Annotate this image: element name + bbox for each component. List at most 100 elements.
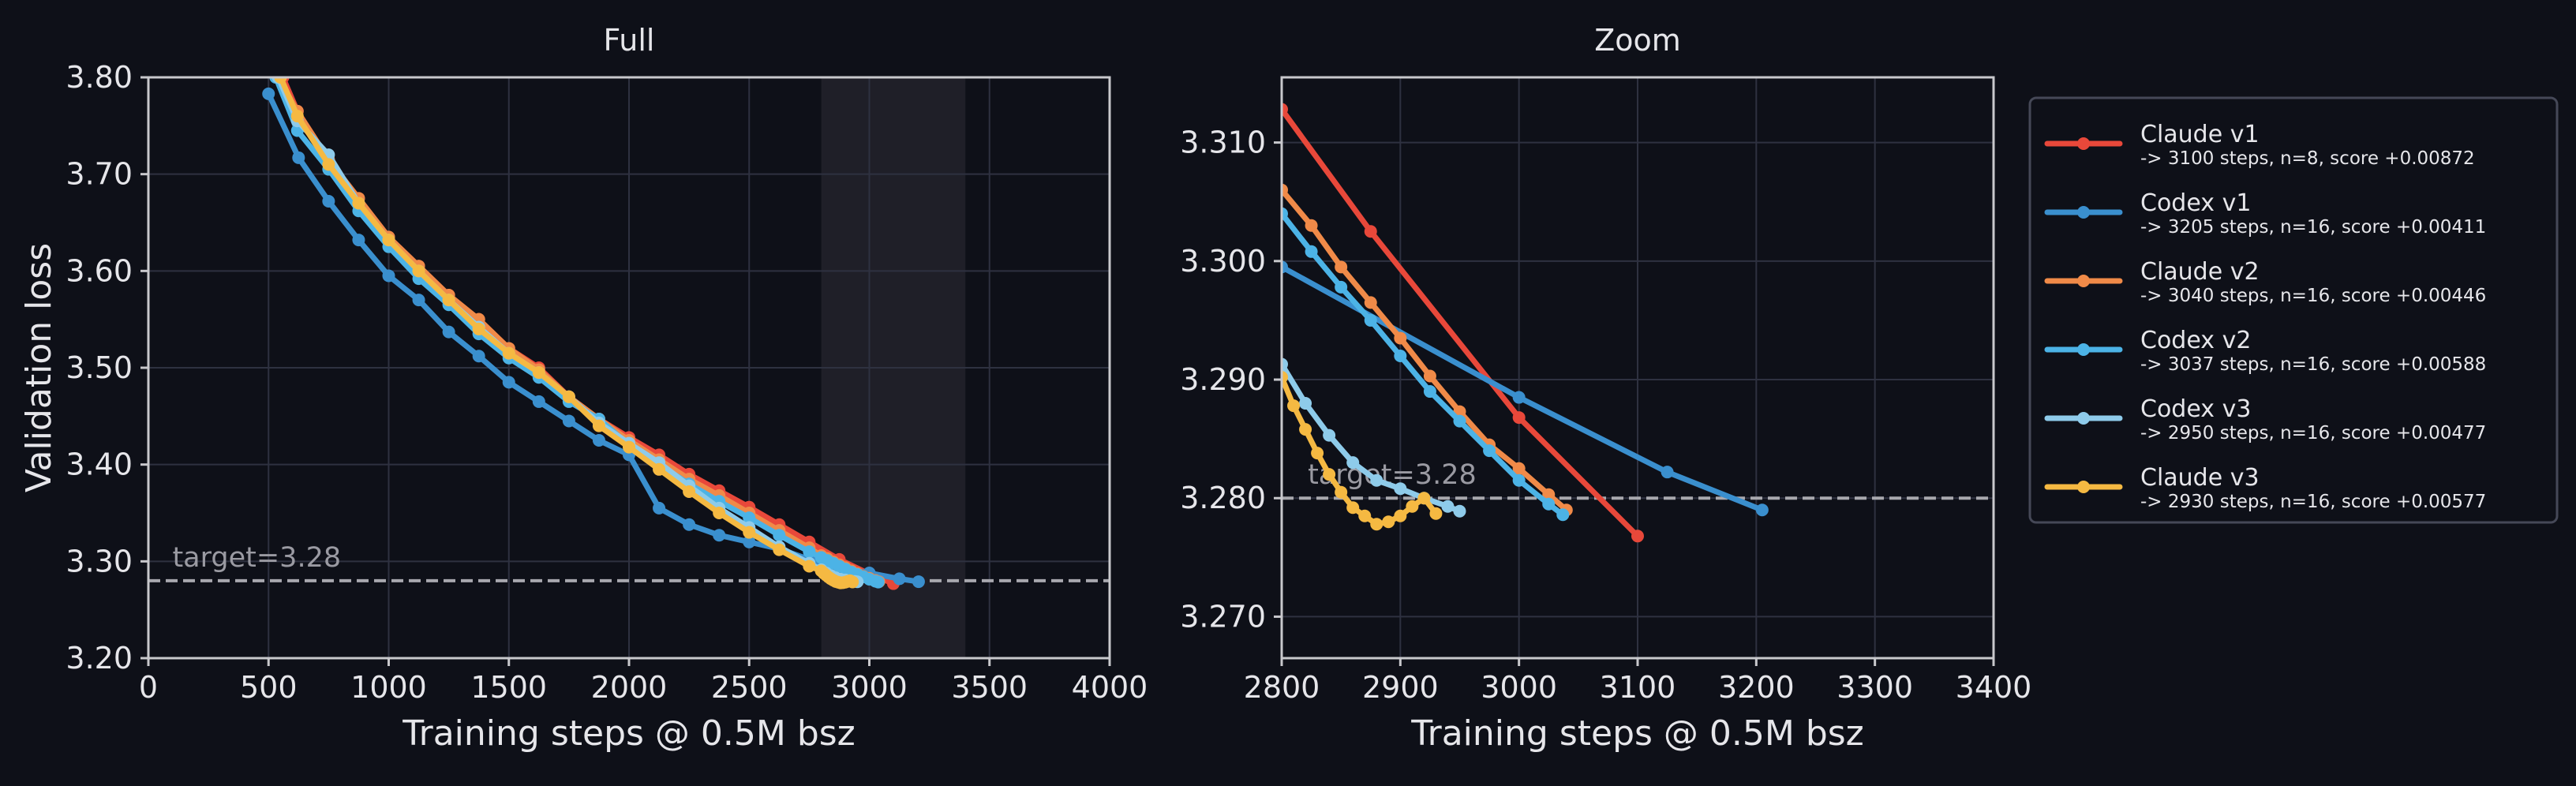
full-x-tick-label: 0 xyxy=(139,670,158,705)
legend-entry-name: Claude v3 xyxy=(2140,464,2260,492)
full-point-codex-v1 xyxy=(442,325,455,339)
full-point-codex-v1 xyxy=(352,234,365,247)
full-point-claude-v3 xyxy=(623,440,635,454)
zoom-point-claude-v2 xyxy=(1423,369,1436,383)
legend-swatch-marker xyxy=(2077,481,2090,493)
full-point-claude-v3 xyxy=(382,234,395,247)
full-y-tick-label: 3.50 xyxy=(66,350,133,385)
legend-entry-detail: -> 3100 steps, n=8, score +0.00872 xyxy=(2140,148,2475,169)
full-point-codex-v1 xyxy=(743,535,756,548)
full-y-tick-label: 3.70 xyxy=(66,157,133,192)
zoom-y-tick-label: 3.290 xyxy=(1180,362,1266,397)
zoom-panel-y-ticks: 3.270 3.280 3.290 3.300 3.310 xyxy=(1180,125,1282,634)
zoom-x-tick-label: 3100 xyxy=(1600,670,1676,705)
zoom-point-codex-v3 xyxy=(1299,397,1312,410)
legend-entry-name: Codex v3 xyxy=(2140,395,2251,423)
zoom-series-line-claude-v1 xyxy=(1282,107,1641,539)
full-panel-series xyxy=(262,77,925,590)
full-point-claude-v3 xyxy=(592,419,605,432)
full-point-codex-v2 xyxy=(803,545,816,559)
full-x-tick-label: 1500 xyxy=(470,670,547,705)
zoom-point-claude-v3 xyxy=(1311,447,1324,460)
full-point-codex-v1 xyxy=(653,501,666,515)
full-point-claude-v3 xyxy=(472,322,485,335)
full-point-claude-v3 xyxy=(442,294,455,307)
full-point-claude-v3 xyxy=(562,390,575,403)
zoom-panel: target=3.28 2800 2900 3000 3100 3200 3300 3400… xyxy=(1180,23,2031,754)
full-y-tick-label: 3.60 xyxy=(66,253,133,288)
zoom-panel-series xyxy=(1282,103,1769,543)
full-point-codex-v2 xyxy=(871,575,885,589)
full-y-tick-label: 3.80 xyxy=(66,60,133,95)
zoom-point-codex-v2 xyxy=(1453,414,1466,428)
zoom-point-claude-v3 xyxy=(1394,509,1407,522)
legend-swatch-marker xyxy=(2077,275,2090,287)
full-x-tick-label: 1000 xyxy=(350,670,427,705)
legend-entry-detail: -> 3040 steps, n=16, score +0.00446 xyxy=(2140,286,2486,306)
legend-entry-detail: -> 3205 steps, n=16, score +0.00411 xyxy=(2140,217,2486,238)
full-point-claude-v3 xyxy=(846,575,859,589)
full-point-codex-v1 xyxy=(292,151,305,164)
legend-box xyxy=(2028,96,2559,524)
zoom-point-claude-v3 xyxy=(1382,515,1395,529)
full-panel: target=3.28 0 500 1000 1500 2000 2500 3000 3500… xyxy=(19,23,1148,754)
zoom-point-codex-v1 xyxy=(1661,466,1674,479)
zoom-point-claude-v1 xyxy=(1512,411,1526,425)
zoom-point-claude-v1 xyxy=(1631,530,1644,543)
zoom-point-claude-v3 xyxy=(1346,501,1360,515)
full-point-codex-v1 xyxy=(683,518,696,531)
zoom-point-claude-v2 xyxy=(1512,462,1526,475)
zoom-point-codex-v2 xyxy=(1364,313,1377,327)
full-point-codex-v1 xyxy=(472,350,485,363)
zoom-point-claude-v3 xyxy=(1323,468,1336,481)
full-y-tick-label: 3.40 xyxy=(66,447,133,482)
full-point-claude-v3 xyxy=(412,264,425,278)
full-panel-target-label: target=3.28 xyxy=(172,542,341,574)
zoom-point-codex-v2 xyxy=(1305,245,1318,258)
zoom-point-claude-v3 xyxy=(1282,371,1288,384)
zoom-y-tick-label: 3.280 xyxy=(1180,481,1266,515)
full-point-codex-v1 xyxy=(382,269,395,283)
full-panel-x-axis-label: Training steps @ 0.5M bsz xyxy=(402,713,856,754)
full-point-codex-v1 xyxy=(562,414,575,428)
full-point-claude-v3 xyxy=(683,485,696,499)
full-y-tick-label: 3.30 xyxy=(66,544,133,578)
full-point-codex-v1 xyxy=(532,395,545,408)
zoom-x-tick-label: 2900 xyxy=(1362,670,1439,705)
full-point-claude-v3 xyxy=(743,526,756,539)
zoom-point-claude-v2 xyxy=(1335,260,1348,274)
full-point-codex-v1 xyxy=(912,575,925,589)
legend-entry-detail: -> 2950 steps, n=16, score +0.00477 xyxy=(2140,423,2486,444)
full-point-codex-v1 xyxy=(592,434,605,447)
zoom-point-codex-v3 xyxy=(1453,504,1466,518)
legend-entry-name: Claude v1 xyxy=(2140,121,2260,148)
full-point-claude-v3 xyxy=(274,77,287,84)
zoom-point-claude-v2 xyxy=(1305,219,1318,232)
full-point-claude-v3 xyxy=(803,560,816,573)
full-point-claude-v3 xyxy=(653,462,666,476)
full-point-codex-v2 xyxy=(743,511,756,525)
zoom-point-claude-v3 xyxy=(1429,507,1443,520)
full-point-claude-v3 xyxy=(322,158,335,171)
full-point-claude-v3 xyxy=(352,196,365,210)
zoom-x-tick-label: 3200 xyxy=(1718,670,1795,705)
full-point-claude-v3 xyxy=(502,346,515,360)
zoom-point-claude-v2 xyxy=(1364,296,1377,309)
zoom-panel-x-ticks: 2800 2900 3000 3100 3200 3300 3400 xyxy=(1244,658,2031,705)
zoom-point-claude-v3 xyxy=(1299,423,1312,436)
legend: Claude v1-> 3100 steps, n=8, score +0.00… xyxy=(2028,96,2559,524)
zoom-point-codex-v2 xyxy=(1483,444,1496,458)
zoom-point-codex-v1 xyxy=(1512,391,1526,404)
zoom-point-codex-v3 xyxy=(1441,500,1455,513)
full-point-claude-v3 xyxy=(532,366,545,380)
full-x-tick-label: 3000 xyxy=(831,670,908,705)
legend-swatch-marker xyxy=(2077,343,2090,356)
zoom-point-codex-v2 xyxy=(1423,385,1436,399)
zoom-x-tick-label: 3300 xyxy=(1837,670,1913,705)
zoom-y-tick-label: 3.300 xyxy=(1180,244,1266,279)
zoom-point-claude-v3 xyxy=(1287,399,1301,413)
full-x-tick-label: 4000 xyxy=(1072,670,1148,705)
legend-entry-name: Codex v1 xyxy=(2140,189,2251,217)
zoom-point-codex-v3 xyxy=(1323,429,1336,442)
zoom-x-tick-label: 2800 xyxy=(1244,670,1320,705)
